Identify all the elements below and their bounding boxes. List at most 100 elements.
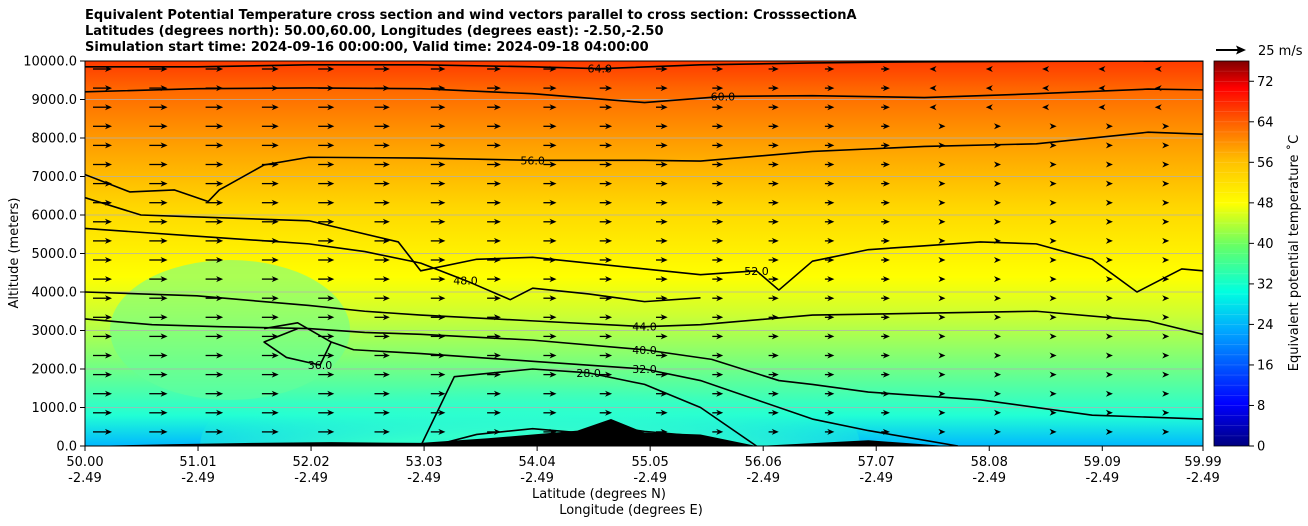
- contour-line: [85, 87, 1203, 104]
- wind-vector-head: [994, 352, 1002, 359]
- moist-region-west: [110, 260, 350, 400]
- wind-vector-head: [493, 199, 501, 206]
- colorbar-tick-label: 32: [1257, 277, 1274, 292]
- wind-vector-head: [382, 428, 390, 435]
- wind-vector-head: [382, 142, 390, 149]
- wind-vector-head: [438, 276, 446, 283]
- wind-vector-head: [771, 390, 779, 397]
- wind-vector-head: [882, 352, 890, 359]
- wind-vector-head: [1162, 180, 1170, 187]
- x-tick-label-lat: 57.07: [858, 455, 895, 470]
- wind-vector-head: [1162, 371, 1170, 378]
- wind-vector-head: [1098, 85, 1106, 92]
- wind-vector-head: [160, 428, 168, 435]
- wind-vector-head: [771, 199, 779, 206]
- wind-vector-head: [771, 218, 779, 225]
- wind-vector-head: [271, 199, 279, 206]
- wind-vector-head: [549, 352, 557, 359]
- wind-vector-head: [1162, 352, 1170, 359]
- wind-vector-head: [1049, 390, 1057, 397]
- contour-line: [85, 131, 1203, 203]
- wind-vector-head: [1049, 352, 1057, 359]
- wind-vector-head: [994, 218, 1002, 225]
- wind-vector-head: [216, 352, 224, 359]
- wind-vector-head: [216, 66, 224, 72]
- wind-vector-head: [771, 161, 779, 168]
- y-tick-label: 2000.0: [32, 363, 78, 378]
- wind-vector-head: [271, 409, 279, 416]
- wind-vector-head: [827, 409, 835, 416]
- wind-vector-head: [493, 66, 501, 72]
- wind-vector-head: [605, 161, 613, 168]
- wind-vector-head: [994, 257, 1002, 263]
- wind-vector-head: [1105, 123, 1113, 130]
- wind-vector-head: [938, 276, 946, 283]
- wind-vector-head: [438, 123, 446, 130]
- wind-vector-head: [660, 314, 668, 321]
- wind-vector-head: [382, 409, 390, 416]
- wind-vector-head: [605, 390, 613, 397]
- wind-vector-head: [660, 257, 668, 263]
- wind-vector-head: [105, 104, 112, 111]
- wind-vector-head: [216, 104, 224, 111]
- wind-vector-head: [438, 161, 446, 168]
- wind-vector-head: [160, 161, 168, 168]
- wind-vector-head: [327, 180, 335, 187]
- contour-line: [263, 322, 333, 366]
- wind-vector-head: [382, 66, 390, 72]
- wind-vector-head: [271, 180, 279, 187]
- terrain-silhouette: [85, 419, 1203, 446]
- wind-vector-head: [938, 180, 946, 187]
- wind-vector-head: [660, 218, 668, 225]
- wind-vector-head: [493, 142, 501, 149]
- wind-vector-head: [994, 161, 1002, 168]
- wind-vector-head: [493, 161, 501, 168]
- wind-vector-head: [493, 218, 501, 225]
- wind-vector-head: [160, 104, 168, 111]
- wind-vector-head: [327, 161, 335, 168]
- wind-vector-head: [716, 295, 724, 302]
- colorbar-frame: [1213, 60, 1250, 447]
- wind-vector-head: [994, 276, 1002, 283]
- x-axis-label-longitude: Longitude (degrees E): [559, 503, 703, 518]
- wind-vector-head: [716, 409, 724, 416]
- wind-vector-head: [985, 85, 993, 92]
- wind-vector-head: [716, 390, 724, 397]
- wind-vector-head: [1105, 257, 1113, 263]
- wind-vector-head: [1105, 237, 1113, 244]
- wind-vector-head: [327, 218, 335, 225]
- wind-vector-head: [1105, 390, 1113, 397]
- wind-vector-head: [493, 352, 501, 359]
- wind-vector-head: [985, 104, 993, 111]
- wind-vector-head: [1049, 276, 1057, 283]
- wind-vector-head: [1162, 161, 1170, 168]
- wind-vector-head: [660, 237, 668, 244]
- wind-vector-head: [105, 390, 112, 397]
- wind-vector-head: [1162, 257, 1170, 263]
- wind-vector-head: [493, 237, 501, 244]
- wind-vector-head: [660, 333, 668, 340]
- wind-vector-head: [549, 199, 557, 206]
- x-tick-label-lon: -2.49: [859, 471, 893, 486]
- wind-vector-head: [438, 66, 446, 72]
- wind-vector-head: [549, 333, 557, 340]
- wind-vector-head: [938, 218, 946, 225]
- wind-vector-head: [382, 257, 390, 263]
- wind-vector-head: [549, 218, 557, 225]
- wind-vector-head: [827, 199, 835, 206]
- wind-vector-head: [160, 276, 168, 283]
- wind-vector-head: [327, 333, 335, 340]
- wind-vector-head: [1105, 295, 1113, 302]
- wind-vector-head: [929, 66, 937, 72]
- wind-vector-head: [216, 199, 224, 206]
- wind-vector-head: [160, 295, 168, 302]
- wind-vector-head: [549, 314, 557, 321]
- wind-vector-head: [1105, 333, 1113, 340]
- wind-vector-head: [105, 257, 112, 263]
- x-tick-label-lat: 54.04: [519, 455, 556, 470]
- wind-vector-head: [994, 333, 1002, 340]
- wind-vector-head: [882, 142, 890, 149]
- wind-vector-head: [771, 276, 779, 283]
- wind-vector-head: [938, 314, 946, 321]
- wind-vector-head: [216, 276, 224, 283]
